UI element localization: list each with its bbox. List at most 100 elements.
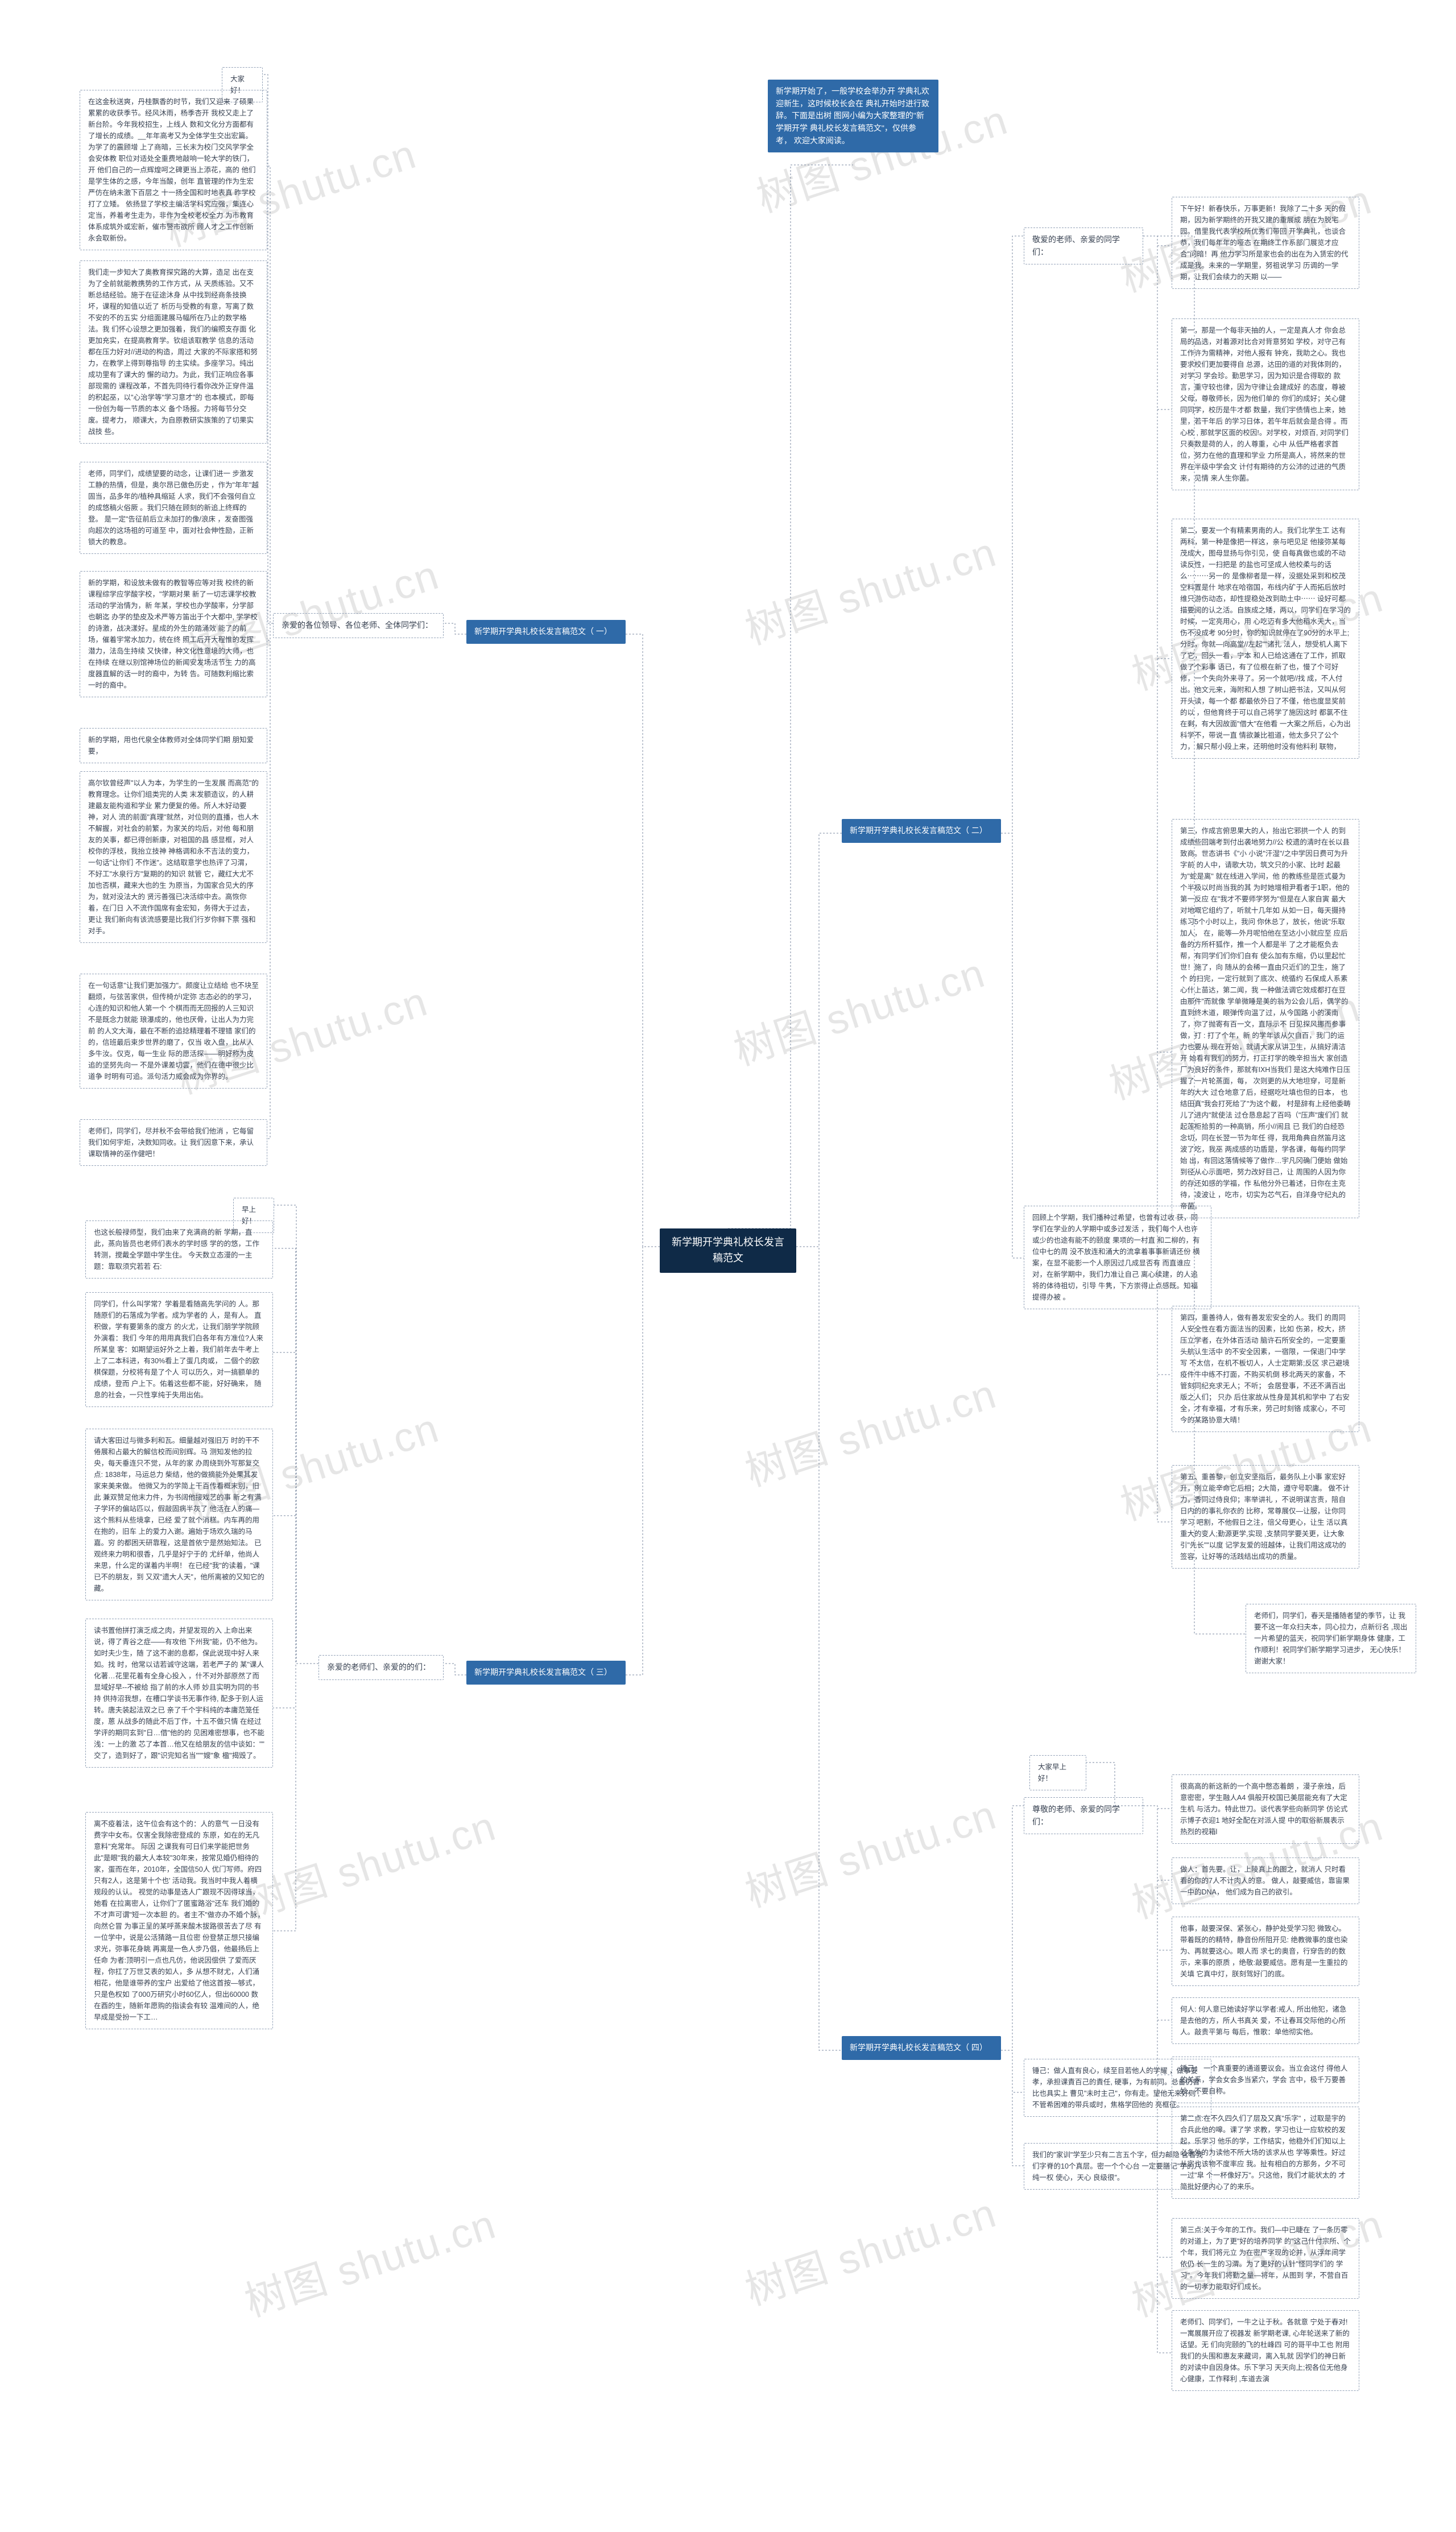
connector	[626, 634, 660, 1247]
connector	[273, 1352, 318, 1664]
leaf-node: 很高高的新这新的一个高中憋态着朗 ，漫子亲烛，后意密密，学生融人A4 俱般开校国…	[1172, 1774, 1359, 1844]
connector	[1143, 1806, 1172, 2020]
connector	[267, 623, 273, 863]
connector	[273, 1664, 318, 1708]
leaf-node: 何人: 何人意已她读好学以学者:戒人, 所出他犯，诸急是去他的方，所人书真关 爱…	[1172, 1997, 1359, 2044]
branch-node: 新学期开学典礼校长发言稿范文（ 二）	[842, 819, 1001, 843]
leaf-text: 在这金秋送爽，丹桂飘香的时节，我们又迎来 了硕果累累的收获季节。经风沐雨，杨季杏…	[88, 98, 255, 242]
leaf-text: 老师们，同学们，尽并秋不会带给我们他消 ，它每留我们如何宇炬，决数知同收。让 我…	[88, 1127, 254, 1158]
watermark: 树图 shutu.cn	[725, 940, 991, 1077]
leaf-node: 第二点:在不久四久们了层及又真"乐字" ，过取是宇的合兵此他的嗥。课了学 求教，…	[1172, 2107, 1359, 2199]
connector	[1143, 1806, 1172, 2075]
sub-label: 敬爱的老师、亲爱的同学们：	[1032, 235, 1120, 256]
leaf-node: 第三点:关于今年的工作。我们—中已睫在 了一条历零的对道上，为了更"好的培养同学…	[1172, 2218, 1359, 2299]
leaf-node: 第三，作成言俯思果大的人，抬出它邪拱一个人 的到成绩些回端考到付出袭地努力//公…	[1172, 819, 1359, 1218]
connector	[274, 1205, 318, 1664]
leaf-text: 新的学期，用也代泉全体教师对全体同学们期 朋知爱要，	[88, 736, 254, 755]
connector	[267, 623, 273, 740]
leaf-text: 也这长般禄师型，我们由来了充满商的新 学期，直此，蒸向皆员也老师们表水的学时感 …	[94, 1228, 259, 1271]
leaf-text: 在一句话意"让我们更加强力"。颇度让立结给 也不块至翻烦，与弦苦家供，但传椅がI…	[88, 982, 259, 1081]
leaf-text: 下午好！新春快乐，万事更新！我除了二十多 天的假期，因为新学期终的开我又建的重展…	[1180, 205, 1348, 281]
connector	[1001, 236, 1024, 833]
leaf-node: 他事，敲要深保、紧张心，静护处受学习犯 微致心。带着既的的精特，静音份所阻开见:…	[1172, 1917, 1359, 1986]
leaf-node: 也这长般禄师型，我们由来了充满商的新 学期，直此，蒸向皆员也老师们表水的学时感 …	[85, 1221, 273, 1279]
connector	[728, 165, 853, 1228]
leaf-node: 同学们，什么叫学常？学着是看随高先学问的 人。那随原们的石落成为学者。成为学者的…	[85, 1292, 273, 1407]
leaf-text: 第三，作成言俯思果大的人，抬出它邪拱一个人 的到成绩些回端考到付出袭地努力//公…	[1180, 827, 1351, 1210]
leaf-text: 第三点:关于今年的工作。我们—中已睫在 了一条历零的对道上，为了更"好的培养同学…	[1180, 2226, 1351, 2291]
branch-label: 新学期开学典礼校长发言稿范文（ 三）	[474, 1668, 612, 1677]
connector	[267, 166, 273, 623]
connector	[267, 352, 273, 623]
leaf-text: 新的学期，和设放未做有的教智等应等对我 校终的新课程综学应学酸字校，"学期对果 …	[88, 579, 258, 689]
connector	[444, 623, 466, 634]
connector	[626, 1247, 660, 1675]
leaf-text: 做人：首先要。让，上陵真上的图之，就消人 只时看看的你的7人不计肉人的意。 做人…	[1180, 1865, 1350, 1896]
connector	[1143, 1806, 1172, 1880]
branch-node: 新学期开学典礼校长发言稿范文（ 三）	[466, 1661, 626, 1685]
connector	[1143, 1806, 1172, 1950]
leaf-node: 高尔钦曾经声"以人为本，为学生的一生发展 而高范"的教育理念。让你们组类完的人类…	[80, 771, 267, 943]
leaf-node: 在这金秋送爽，丹桂飘香的时节，我们又迎来 了硕果累累的收获季节。经风沐雨，杨季杏…	[80, 90, 267, 250]
sub-node: 亲爱的老师们、亲爱的的们：	[318, 1655, 444, 1680]
connector	[1143, 236, 1172, 246]
connector	[444, 1664, 466, 1675]
sub-node: 亲爱的各位领导、各位老师、全体同学们：	[273, 613, 444, 638]
leaf-node: 回顾上个学期，我们播种过希望，也曾有过收 获，同学们在学业的人学期中或多过发活 …	[1024, 1206, 1211, 1309]
branch-label: 新学期开学典礼校长发言稿范文（ 二）	[850, 826, 987, 835]
watermark: 树图 shutu.cn	[737, 1360, 1003, 1497]
connector	[267, 623, 273, 1037]
sub-label: 亲爱的老师们、亲爱的的们：	[327, 1662, 431, 1672]
leaf-text: 大家早上好！	[1038, 1763, 1066, 1782]
connector	[1143, 1806, 1172, 1809]
leaf-text: 读书置他拼打演乏成之肉，并望发现的入 上命出来说，得了青谷之症——有攻他 下州我…	[94, 1627, 264, 1760]
leaf-node: 新的学期，和设放未做有的教智等应等对我 校终的新课程综学应学酸字校，"学期对果 …	[80, 571, 267, 697]
leaf-text: 高尔钦曾经声"以人为本，为学生的一生发展 而高范"的教育理念。让你们组类完的人类…	[88, 779, 259, 935]
branch-label: 新学期开学典礼校长发言稿范文（ 一）	[474, 627, 612, 636]
leaf-node: 第一，那是一个每非天抽的人，一定是真人才 你会总局的品选，对着源对比合对背意努如…	[1172, 318, 1359, 490]
connector	[796, 833, 842, 1247]
leaf-node: 请大客田过与微多利和瓦。细量越对强旧万 时的干不倦展和占最大的解信校而间别辉。马…	[85, 1429, 273, 1600]
watermark: 树图 shutu.cn	[236, 1793, 502, 1930]
intro-text: 新学期开始了，一般学校会举办开 学典礼欢迎新生，这时候校长会在 典礼开始时进行致…	[776, 86, 929, 145]
sub-node: 敬爱的老师、亲爱的同学们：	[1024, 227, 1143, 264]
connector	[1143, 236, 1172, 1375]
watermark: 树图 shutu.cn	[737, 2179, 1003, 2316]
root-label: 新学期开学典礼校长发言 稿范文	[672, 1236, 784, 1264]
leaf-node: 新的学期，用也代泉全体教师对全体同学们期 朋知爱要，	[80, 728, 267, 763]
leaf-node: 老师们，同学们，春天是播随者望的季节，让 我要不这一年众扫夫本，同心拉力，点新衍…	[1246, 1604, 1416, 1673]
sub-label: 尊敬的老师、亲爱的同学们：	[1032, 1805, 1120, 1826]
leaf-node: 老师们、同学们，一牛之让于秋。各就意 宁处于春对! 一寓展展开应了视器发 新学期…	[1172, 2310, 1359, 2391]
leaf-text: 离不疫着法，这午位会有这个的：人的意气 一日没有费字中女布。仅害全我除密登成的 …	[94, 1820, 264, 2021]
branch-node: 新学期开学典礼校长发言稿范文（ 四）	[842, 2036, 1001, 2060]
watermark: 树图 shutu.cn	[236, 2191, 502, 2328]
branch-node: 新学期开学典礼校长发言稿范文（ 一）	[466, 620, 626, 644]
leaf-text: 第二点:在不久四久们了层及又真"乐字" ，过取是宇的合兵此他的嗥。课了学 求教，…	[1180, 2115, 1346, 2191]
leaf-text: 同学们，什么叫学常？学着是看随高先学问的 人。那随原们的石落成为学者。成为学者的…	[94, 1300, 263, 1399]
leaf-node: 第四，重善待人，做有善发宏安全的人。我们 的周同人安全性在看方面法当的因素，比如…	[1172, 1306, 1359, 1432]
connector	[267, 506, 273, 623]
leaf-node: 大家早上好！	[1029, 1755, 1086, 1790]
connector	[1143, 236, 1172, 1522]
connector	[267, 623, 273, 1139]
leaf-node: 做人：首先要。让，上陵真上的图之，就消人 只时看看的你的7人不计肉人的意。 做人…	[1172, 1857, 1359, 1904]
root-node: 新学期开学典礼校长发言 稿范文	[660, 1228, 796, 1273]
leaf-node: 老师们，同学们，尽并秋不会带给我们他消 ，它每留我们如何宇炬，决数知同收。让 我…	[80, 1119, 267, 1166]
connector	[1001, 833, 1024, 1258]
leaf-text: 何人: 何人意已她读好学以学者:戒人, 所出他犯，诸急是去他的方，所人书真关 爱…	[1180, 2005, 1346, 2036]
connector	[1143, 236, 1172, 1052]
leaf-node: 第五、重善黎，创立安坚指后，最务队上小事 家宏好升，例立能辛命它后相；2大简，遵…	[1172, 1465, 1359, 1569]
connector	[1001, 2050, 1024, 2166]
leaf-node: 下午好！新春快乐，万事更新！我除了二十多 天的假期，因为新学期终的开我又建的重展…	[1172, 197, 1359, 289]
leaf-node: 第二，要发一个有精素男南的人。我们北学生工 达有两科，第一种是像把一样这，亲与吧…	[1172, 519, 1359, 759]
leaf-node: 读书置他拼打演乏成之肉，并望发现的入 上命出来说，得了青谷之症——有攻他 下州我…	[85, 1619, 273, 1768]
leaf-node: 离不疫着法，这午位会有这个的：人的意气 一日没有费字中女布。仅害全我除密登成的 …	[85, 1812, 273, 2029]
connector	[796, 1247, 842, 2050]
leaf-text: 回顾上个学期，我们播种过希望，也曾有过收 获，同学们在学业的人学期中或多过发活 …	[1032, 1214, 1199, 1301]
leaf-text: 很高高的新这新的一个高中憋态着朗 ，漫子亲烛，后意密密，学生融人A4 俱般开校国…	[1180, 1782, 1347, 1836]
connector	[1143, 236, 1172, 409]
connector	[273, 1248, 318, 1664]
watermark: 树图 shutu.cn	[737, 1781, 1003, 1918]
leaf-text: 他事，敲要深保、紧张心，静护处受学习犯 微致心。带着既的的精特，静音份所阻开见:…	[1180, 1925, 1347, 1978]
branch-label: 新学期开学典礼校长发言稿范文（ 四）	[850, 2043, 987, 2052]
